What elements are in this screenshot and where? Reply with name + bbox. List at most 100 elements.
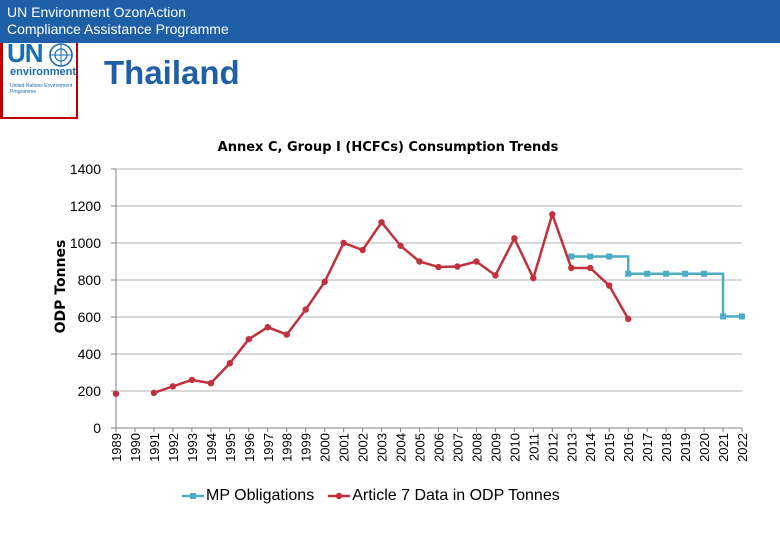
- page-title: Thailand: [104, 54, 240, 91]
- series-1-point-1994: [207, 380, 215, 387]
- x-tick-label-2019: 2019: [678, 433, 693, 462]
- x-tick-label-2010: 2010: [507, 433, 522, 462]
- series-0-point-2022: [739, 313, 745, 320]
- consumption-chart: 0 200 400 600 800 1000 1200 1400 1989 1990 1991 199…: [53, 140, 750, 462]
- series-0-point-2020: [701, 270, 708, 277]
- x-tick-label-2003: 2003: [375, 433, 390, 462]
- chart-legend: MP Obligations Article 7 Data in ODP Tonn…: [182, 486, 574, 506]
- x-tick-label-1997: 1997: [261, 433, 276, 462]
- logo-red-bar: [0, 43, 3, 119]
- x-tick-label-2020: 2020: [697, 433, 712, 462]
- series-1-point-2012: [549, 211, 556, 218]
- series-1-point-2002: [359, 246, 366, 254]
- series-1-point-2004: [397, 242, 404, 249]
- series-1-point-1997: [264, 323, 271, 331]
- x-tick-label-2016: 2016: [621, 433, 636, 462]
- x-tick-label-1989: 1989: [109, 433, 124, 462]
- series-1-point-1995: [226, 360, 234, 367]
- series-1-point-2009: [492, 272, 499, 279]
- series-0-line: [571, 255, 742, 318]
- x-tick-label-2007: 2007: [450, 433, 465, 462]
- x-tick-label-2002: 2002: [356, 433, 371, 462]
- series-1-point-2016: [624, 315, 632, 323]
- series-1-point-1991: [150, 389, 158, 397]
- series-1-point-1996: [245, 336, 252, 343]
- x-tick-label-1992: 1992: [166, 433, 181, 462]
- series-1-point-2007: [454, 263, 461, 270]
- x-tick-label-2006: 2006: [431, 433, 446, 462]
- legend-item-1: Article 7 Data in ODP Tonnes: [328, 486, 560, 506]
- series-1-point-1989: [112, 390, 120, 397]
- y-axis-label: ODP Tonnes: [53, 240, 69, 334]
- series-1-point-2010: [511, 235, 518, 242]
- series-0-point-2013: [568, 253, 575, 260]
- x-tick-label-1995: 1995: [223, 433, 238, 462]
- series-0-point-2014: [587, 253, 594, 260]
- un-environment-logo: [3, 43, 78, 119]
- series-1-point-2000: [321, 278, 328, 286]
- series-1-point-1998: [283, 331, 290, 338]
- series-0-point-2018: [663, 270, 670, 277]
- x-tick-label-1999: 1999: [299, 433, 314, 462]
- x-tick-label-2013: 2013: [564, 433, 579, 462]
- y-tick-label-200: 200: [78, 383, 102, 399]
- y-tick-label-1200: 1200: [70, 198, 101, 214]
- x-tick-label-2000: 2000: [318, 433, 333, 462]
- series-1-point-2005: [416, 258, 423, 265]
- x-tick-label-1996: 1996: [242, 433, 257, 462]
- series-0-point-2017: [644, 270, 651, 277]
- x-tick-label-1993: 1993: [185, 433, 200, 462]
- x-tick-label-2017: 2017: [640, 433, 655, 462]
- series-1-point-1992: [169, 383, 177, 390]
- banner-title: UN Environment OzonAction: [7, 4, 186, 20]
- banner-subtitle: Compliance Assistance Programme: [7, 21, 229, 37]
- series-1-line: [153, 210, 630, 395]
- un-emblem-icon: [49, 43, 73, 67]
- y-tick-label-0: 0: [93, 420, 101, 436]
- chart-title: Annex C, Group I (HCFCs) Consumption Tre…: [218, 140, 559, 155]
- series-1-point-2013: [568, 264, 575, 272]
- x-tick-label-2014: 2014: [583, 433, 598, 462]
- legend-item-0: MP Obligations: [182, 486, 314, 506]
- series-0-point-2016: [625, 270, 632, 277]
- logo-environment-text: environment: [10, 66, 77, 78]
- x-tick-label-1991: 1991: [147, 433, 162, 462]
- y-tick-label-1400: 1400: [70, 161, 101, 177]
- y-tick-label-600: 600: [78, 309, 102, 325]
- x-tick-label-2001: 2001: [337, 433, 352, 462]
- series-0-point-2015: [606, 253, 613, 260]
- y-tick-label-1000: 1000: [70, 235, 101, 251]
- series-1-point-2014: [587, 264, 594, 272]
- logo-un-text: UN: [7, 38, 44, 68]
- series-0-point-2021: [720, 313, 727, 320]
- legend-swatch-1: [328, 492, 351, 500]
- x-tick-label-2021: 2021: [716, 433, 731, 462]
- x-tick-label-1998: 1998: [280, 433, 295, 462]
- logo-small-text: United Nations Environment Programme: [10, 83, 73, 95]
- x-tick-label-2012: 2012: [545, 433, 560, 462]
- series-1-point-2008: [473, 258, 480, 265]
- series-1-point-2011: [530, 274, 537, 282]
- series-1-point-2003: [378, 219, 385, 226]
- x-tick-label-1990: 1990: [128, 433, 143, 462]
- legend-label-0: MP Obligations: [206, 487, 315, 504]
- x-tick-label-2004: 2004: [394, 433, 409, 462]
- x-tick-label-1994: 1994: [204, 433, 219, 462]
- legend-swatch-0: [182, 493, 204, 499]
- series-0-point-2019: [682, 270, 689, 277]
- x-tick-label-2009: 2009: [488, 433, 503, 462]
- series-1-point-2006: [435, 263, 442, 271]
- y-tick-label-800: 800: [78, 272, 102, 288]
- x-tick-label-2022: 2022: [735, 433, 750, 462]
- series-1-point-2001: [340, 239, 347, 247]
- series-1-point-1999: [302, 306, 309, 313]
- series-1-point-2015: [606, 282, 613, 289]
- x-tick-label-2005: 2005: [413, 433, 428, 462]
- series-1-point-1993: [188, 376, 196, 384]
- x-tick-label-2011: 2011: [526, 433, 541, 461]
- x-tick-label-2015: 2015: [602, 433, 617, 462]
- y-tick-label-400: 400: [78, 346, 102, 362]
- x-tick-label-2008: 2008: [469, 433, 484, 462]
- top-banner: UN Environment OzonAction Compliance Ass…: [0, 0, 780, 43]
- legend-label-1: Article 7 Data in ODP Tonnes: [352, 487, 560, 504]
